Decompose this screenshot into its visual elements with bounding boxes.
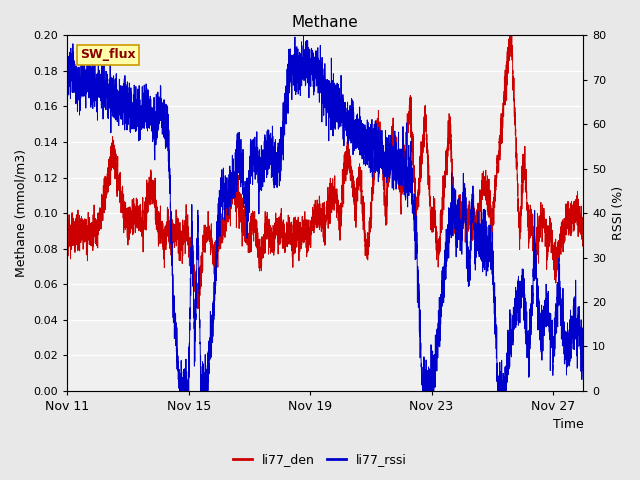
Text: SW_flux: SW_flux [80, 48, 136, 61]
Title: Methane: Methane [292, 15, 358, 30]
X-axis label: Time: Time [552, 419, 583, 432]
Y-axis label: Methane (mmol/m3): Methane (mmol/m3) [15, 149, 28, 277]
Y-axis label: RSSI (%): RSSI (%) [612, 186, 625, 240]
Legend: li77_den, li77_rssi: li77_den, li77_rssi [228, 448, 412, 471]
